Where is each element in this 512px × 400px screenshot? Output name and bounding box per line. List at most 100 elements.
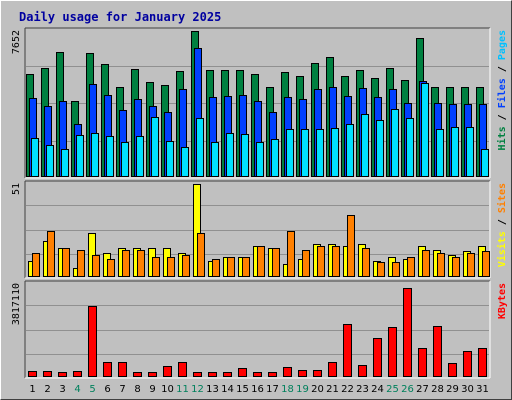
bar-visits-day-20 <box>317 246 325 277</box>
bar-visits-day-2 <box>47 231 55 277</box>
bar-visits-day-1 <box>32 253 40 277</box>
legend-middle: Visits / Sites <box>496 183 508 267</box>
bar-kbytes-day-14 <box>223 372 232 377</box>
bar-kbytes-day-18 <box>283 367 292 377</box>
bar-visits-day-26 <box>407 257 415 277</box>
bar-kbytes-day-10 <box>163 366 172 377</box>
x-tick-day-15: 15 <box>236 384 249 395</box>
legend-top-segment: / <box>497 108 508 126</box>
x-tick-day-5: 5 <box>89 384 95 395</box>
bar-visits-day-11 <box>182 255 190 277</box>
bar-pages-day-30 <box>466 127 474 177</box>
bar-pages-day-31 <box>481 149 489 177</box>
bar-pages-day-23 <box>361 114 369 177</box>
bar-kbytes-day-8 <box>133 372 142 377</box>
bar-kbytes-day-29 <box>448 363 457 377</box>
x-tick-day-11: 11 <box>176 384 189 395</box>
bar-kbytes-day-5 <box>88 306 97 377</box>
bar-kbytes-day-15 <box>238 368 247 377</box>
bar-visits-day-15 <box>242 257 250 277</box>
x-tick-day-13: 13 <box>206 384 219 395</box>
bar-visits-day-8 <box>137 250 145 277</box>
bar-kbytes-day-11 <box>178 362 187 377</box>
bar-visits-day-14 <box>227 257 235 277</box>
x-tick-day-16: 16 <box>251 384 264 395</box>
bar-pages-day-7 <box>121 142 129 177</box>
bar-visits-day-22 <box>347 215 355 277</box>
bar-pages-day-21 <box>331 128 339 177</box>
bar-pages-day-14 <box>226 133 234 177</box>
bar-pages-day-6 <box>106 136 114 177</box>
bar-pages-day-20 <box>316 129 324 177</box>
bar-visits-day-9 <box>152 257 160 277</box>
legend-top-segment: Files <box>496 78 508 108</box>
x-tick-day-29: 29 <box>446 384 459 395</box>
bar-kbytes-day-21 <box>328 362 337 377</box>
legend-top: Hits / Files / Pages <box>496 30 508 150</box>
bar-kbytes-day-1 <box>28 371 37 377</box>
bar-kbytes-day-9 <box>148 372 157 377</box>
x-tick-day-6: 6 <box>104 384 110 395</box>
bar-pages-day-4 <box>76 135 84 177</box>
bar-pages-day-17 <box>271 139 279 177</box>
legend-bottom-segment: KBytes <box>497 283 508 319</box>
max-value-label-sites-visits: 51 <box>11 183 22 195</box>
legend-bottom: KBytes <box>497 283 508 319</box>
legend-middle-segment: Visits <box>496 231 508 267</box>
max-value-label-hits-files-pages: 7652 <box>11 30 22 54</box>
bar-kbytes-day-17 <box>268 372 277 377</box>
max-value-label-kbytes: 3817110 <box>11 283 22 325</box>
x-tick-day-25: 25 <box>386 384 399 395</box>
x-tick-day-30: 30 <box>461 384 474 395</box>
legend-top-segment: Hits <box>496 126 508 150</box>
bar-visits-day-3 <box>62 248 70 277</box>
bar-visits-day-18 <box>287 231 295 277</box>
bar-pages-day-16 <box>256 142 264 177</box>
bar-pages-day-2 <box>46 145 54 177</box>
chart-title: Daily usage for January 2025 <box>19 10 221 24</box>
bar-kbytes-day-26 <box>403 288 412 377</box>
bar-pages-day-25 <box>391 109 399 177</box>
legend-top-segment: / <box>497 60 508 78</box>
bar-kbytes-day-4 <box>73 371 82 377</box>
bar-pages-day-27 <box>421 83 429 177</box>
bar-kbytes-day-12 <box>193 372 202 377</box>
bar-pages-day-1 <box>31 138 39 177</box>
x-tick-day-23: 23 <box>356 384 369 395</box>
bar-kbytes-day-27 <box>418 348 427 377</box>
x-tick-day-22: 22 <box>341 384 354 395</box>
legend-middle-segment: Sites <box>496 183 508 213</box>
bar-kbytes-day-3 <box>58 372 67 377</box>
bar-kbytes-day-30 <box>463 351 472 377</box>
bar-visits-day-29 <box>452 257 460 277</box>
x-tick-day-12: 12 <box>191 384 204 395</box>
bar-pages-day-15 <box>241 134 249 177</box>
x-tick-day-26: 26 <box>401 384 414 395</box>
bar-visits-day-21 <box>332 246 340 277</box>
bar-visits-day-6 <box>107 259 115 277</box>
x-tick-day-17: 17 <box>266 384 279 395</box>
bar-visits-day-12 <box>197 233 205 277</box>
bar-kbytes-day-20 <box>313 370 322 377</box>
bar-pages-day-24 <box>376 120 384 177</box>
bar-visits-day-17 <box>272 248 280 277</box>
x-tick-day-4: 4 <box>74 384 80 395</box>
bar-pages-day-11 <box>181 147 189 177</box>
bar-kbytes-day-19 <box>298 370 307 377</box>
bar-pages-day-8 <box>136 136 144 177</box>
x-tick-day-7: 7 <box>119 384 125 395</box>
x-tick-day-18: 18 <box>281 384 294 395</box>
x-tick-day-2: 2 <box>44 384 50 395</box>
x-tick-day-20: 20 <box>311 384 324 395</box>
bar-kbytes-day-25 <box>388 327 397 377</box>
x-tick-day-10: 10 <box>161 384 174 395</box>
bar-kbytes-day-31 <box>478 348 487 377</box>
x-tick-day-21: 21 <box>326 384 339 395</box>
bar-pages-day-22 <box>346 124 354 177</box>
bar-pages-day-3 <box>61 149 69 177</box>
bar-pages-day-13 <box>211 142 219 177</box>
bar-visits-day-23 <box>362 248 370 277</box>
x-tick-day-19: 19 <box>296 384 309 395</box>
